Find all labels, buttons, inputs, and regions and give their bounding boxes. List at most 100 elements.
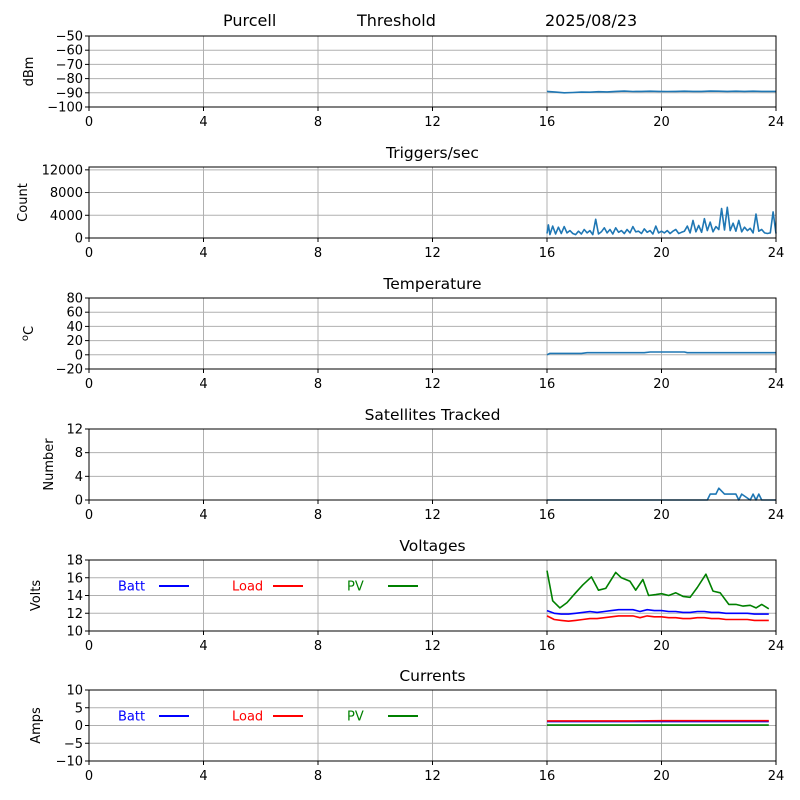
panel2-x-tick-label: 4 <box>199 246 207 261</box>
panel1-y-tick-label: −80 <box>56 72 83 87</box>
panel6-legend-label-batt: Batt <box>118 710 145 725</box>
panel3-x-tick-label: 24 <box>768 377 785 392</box>
panel1-x-tick-label: 20 <box>653 115 670 130</box>
panel4-title: Satellites Tracked <box>365 406 501 424</box>
panel3-x-tick-label: 20 <box>653 377 670 392</box>
panel6-y-tick-label: 10 <box>66 684 83 699</box>
panel2-x-tick-label: 12 <box>424 246 441 261</box>
panel3-y-axis-label: oC <box>20 326 38 341</box>
panel2-x-tick-label: 20 <box>653 246 670 261</box>
panel5-x-tick-label: 20 <box>653 639 670 654</box>
panel4-y-tick-label: 4 <box>75 470 83 485</box>
panel5-series-line-pv <box>546 570 770 610</box>
header-site: Purcell <box>223 11 277 30</box>
panel5-y-tick-label: 18 <box>66 554 83 569</box>
panel3-y-tick-label: 60 <box>66 306 83 321</box>
panel5-y-axis-label: Volts <box>29 580 44 612</box>
panel1-series-line-1 <box>546 90 776 94</box>
panel2-x-tick-label: 16 <box>539 246 556 261</box>
panel3-title: Temperature <box>382 275 481 293</box>
panel3-y-tick-label: 20 <box>66 334 83 349</box>
panel2-title: Triggers/sec <box>385 144 479 162</box>
panel1-y-tick-label: −90 <box>56 86 83 101</box>
panel3-y-tick-label: 0 <box>75 348 83 363</box>
panel3-x-tick-label: 4 <box>199 377 207 392</box>
panel6-x-tick-label: 24 <box>768 769 785 784</box>
panel6-x-tick-label: 16 <box>539 769 556 784</box>
panel6-y-tick-label: −10 <box>56 755 83 770</box>
panel6-y-axis-label: Amps <box>29 707 44 744</box>
panel2-y-tick-label: 4000 <box>50 209 83 224</box>
panel3-x-tick-label: 8 <box>314 377 322 392</box>
panel6-x-tick-label: 0 <box>85 769 93 784</box>
panel5-legend-label-load: Load <box>232 580 263 595</box>
panel5-y-tick-label: 10 <box>66 625 83 640</box>
panel6-y-tick-label: 0 <box>75 719 83 734</box>
panel4-x-tick-label: 20 <box>653 508 670 523</box>
panel4-x-tick-label: 24 <box>768 508 785 523</box>
panel5-x-tick-label: 4 <box>199 639 207 654</box>
panel2-x-tick-label: 0 <box>85 246 93 261</box>
panel6-x-tick-label: 4 <box>199 769 207 784</box>
panel4-y-tick-label: 8 <box>75 446 83 461</box>
panel5-y-tick-label: 14 <box>66 589 83 604</box>
panel4-x-tick-label: 4 <box>199 508 207 523</box>
panel5-y-tick-label: 12 <box>66 607 83 622</box>
panel3-y-tick-label: 80 <box>66 292 83 307</box>
panel5-x-tick-label: 24 <box>768 639 785 654</box>
panel6-y-tick-label: −5 <box>64 737 83 752</box>
panel6-title: Currents <box>399 667 465 685</box>
panel4-x-tick-label: 8 <box>314 508 322 523</box>
panel2-x-tick-label: 8 <box>314 246 322 261</box>
panel5-series-line-load <box>546 615 769 623</box>
panel1-y-tick-label: −100 <box>47 101 83 116</box>
panel6-legend-label-pv: PV <box>347 710 364 725</box>
panel4-series-line-1 <box>547 487 776 501</box>
panel2-y-tick-label: 12000 <box>42 163 83 178</box>
panel3-x-tick-label: 0 <box>85 377 93 392</box>
panel2-x-tick-label: 24 <box>768 246 785 261</box>
panel4-x-tick-label: 12 <box>424 508 441 523</box>
header-date: 2025/08/23 <box>545 11 638 30</box>
panel6-y-tick-label: 5 <box>75 701 83 716</box>
panel1-x-tick-label: 12 <box>424 115 441 130</box>
panel5-legend-label-batt: Batt <box>118 580 145 595</box>
panel1-x-tick-label: 0 <box>85 115 93 130</box>
panel3-series-line-1 <box>546 351 776 356</box>
panel4-y-tick-label: 12 <box>66 423 83 438</box>
panel5-x-tick-label: 8 <box>314 639 322 654</box>
panel6-legend-label-load: Load <box>232 710 263 725</box>
panel3-x-tick-label: 12 <box>424 377 441 392</box>
panel1-y-tick-label: −50 <box>56 30 83 45</box>
panel1-x-tick-label: 4 <box>199 115 207 130</box>
panel3-x-tick-label: 16 <box>539 377 556 392</box>
panel5-x-tick-label: 12 <box>424 639 441 654</box>
panel4-y-axis-label: Number <box>42 438 57 491</box>
panel1-x-tick-label: 16 <box>539 115 556 130</box>
panel3-y-tick-label: −20 <box>56 363 83 378</box>
panel1-y-axis-label: dBm <box>22 57 37 87</box>
panel6-x-tick-label: 20 <box>653 769 670 784</box>
panel5-series-line-batt <box>546 608 769 615</box>
panel4-x-tick-label: 16 <box>539 508 556 523</box>
panel4-x-tick-label: 0 <box>85 508 93 523</box>
panel1-y-tick-label: −60 <box>56 44 83 59</box>
panel5-x-tick-label: 16 <box>539 639 556 654</box>
panel5-x-tick-label: 0 <box>85 639 93 654</box>
panel1-y-tick-label: −70 <box>56 58 83 73</box>
panel6-x-tick-label: 8 <box>314 769 322 784</box>
panel5-y-tick-label: 16 <box>66 571 83 586</box>
panel5-legend-label-pv: PV <box>347 580 364 595</box>
panel4-y-tick-label: 0 <box>75 494 83 509</box>
panel1-x-tick-label: 24 <box>768 115 785 130</box>
panel1-x-tick-label: 8 <box>314 115 322 130</box>
panel2-y-tick-label: 0 <box>75 232 83 247</box>
panel5-title: Voltages <box>399 537 465 555</box>
panel2-y-axis-label: Count <box>16 183 31 222</box>
panel6-x-tick-label: 12 <box>424 769 441 784</box>
header-label: Threshold <box>357 11 436 30</box>
panel2-series-line-1 <box>546 206 777 236</box>
panel3-y-tick-label: 40 <box>66 320 83 335</box>
panel2-y-tick-label: 8000 <box>50 186 83 201</box>
